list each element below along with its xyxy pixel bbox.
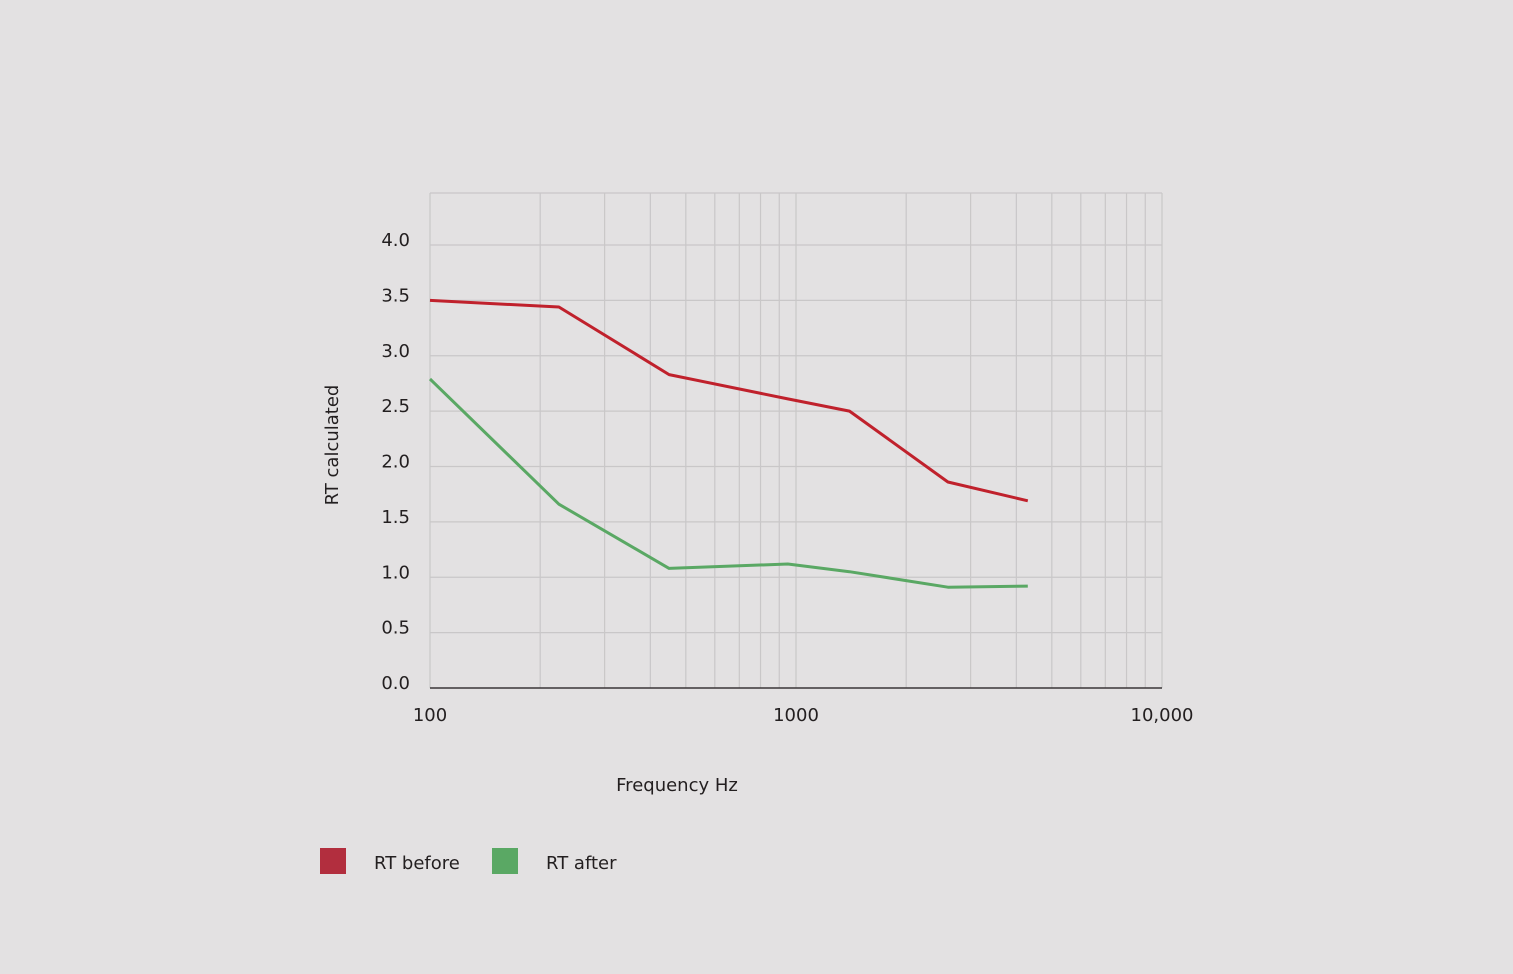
y-tick-label: 4.0	[381, 230, 410, 251]
y-tick-label: 0.0	[381, 673, 410, 694]
legend-swatch-rt-before	[320, 848, 346, 874]
grid	[429, 192, 1163, 689]
legend-label-rt-after: RT after	[546, 853, 617, 874]
y-tick-label: 2.0	[381, 452, 410, 473]
series-line-rt-before	[429, 298, 1029, 503]
legend-label-rt-before: RT before	[374, 853, 460, 874]
x-tick-label: 100	[413, 705, 447, 726]
y-tick-label: 3.5	[381, 285, 410, 306]
x-tick-label: 10,000	[1131, 705, 1194, 726]
y-tick-label: 0.5	[381, 618, 410, 639]
y-axis-label: RT calculated	[322, 385, 343, 506]
series-lines	[428, 298, 1029, 589]
x-tick-label: 1000	[773, 705, 819, 726]
series-line-rt-after	[428, 377, 1028, 589]
legend-swatch-rt-after	[492, 848, 518, 874]
x-axis-label: Frequency Hz	[616, 775, 738, 796]
y-tick-label: 1.5	[381, 507, 410, 528]
legend: RT before RT after	[320, 848, 617, 874]
y-tick-label: 2.5	[381, 396, 410, 417]
y-tick-label: 3.0	[381, 341, 410, 362]
y-tick-label: 1.0	[381, 562, 410, 583]
tick-labels: 0.0 0.5 1.0 1.5 2.0 2.5 3.0 3.5 4.0 100 1000 10,000	[381, 230, 1193, 726]
